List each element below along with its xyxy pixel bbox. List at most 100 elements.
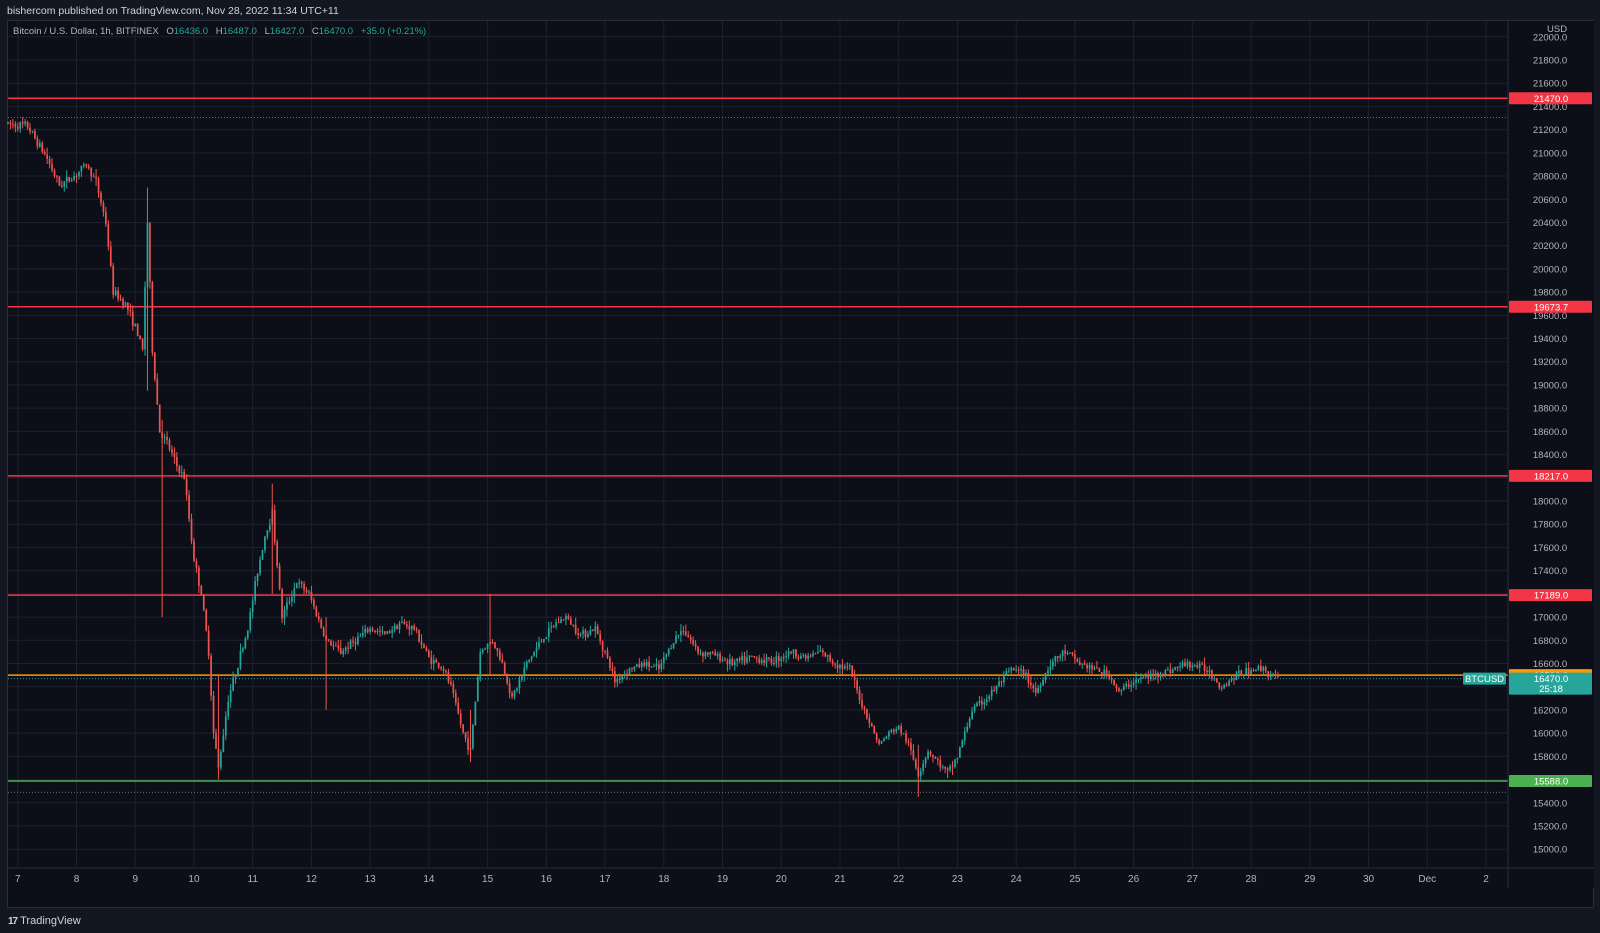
- candle-body: [1130, 685, 1133, 687]
- candle-body: [501, 659, 504, 663]
- publisher-bar: bishercom published on TradingView.com, …: [0, 0, 1600, 20]
- candle-body: [261, 550, 264, 560]
- candle-body: [1267, 671, 1270, 677]
- candle-body: [413, 625, 416, 630]
- candle-body: [1071, 652, 1074, 655]
- candle-body: [594, 626, 597, 632]
- candle-body: [755, 657, 758, 659]
- candle-body: [1049, 666, 1052, 671]
- y-tick-label: 18800.0: [1533, 404, 1567, 415]
- candle-body: [731, 658, 734, 666]
- candle-body: [763, 660, 765, 663]
- candle-body: [352, 640, 354, 643]
- candle-body: [618, 678, 621, 680]
- candle-body: [729, 658, 731, 665]
- candle-body: [180, 471, 183, 473]
- candle-body: [1215, 678, 1218, 683]
- symbol-title: Bitcoin / U.S. Dollar, 1h, BITFINEX: [13, 26, 159, 37]
- candle-body: [264, 536, 266, 551]
- candle-body: [173, 452, 176, 458]
- x-tick-label: 24: [1011, 874, 1023, 885]
- candle-body: [481, 649, 484, 653]
- candle-body: [829, 655, 832, 661]
- countdown-value: 25:18: [1539, 684, 1563, 695]
- candle-body: [364, 628, 367, 634]
- candle-body: [207, 630, 210, 656]
- candle-body: [286, 602, 288, 610]
- candle-body: [868, 718, 871, 724]
- candle-body: [254, 581, 257, 601]
- candle-body: [185, 479, 188, 496]
- candle-body: [313, 600, 315, 607]
- candle-body: [704, 652, 707, 657]
- candle-body: [565, 616, 567, 620]
- candle-body: [266, 530, 269, 537]
- candle-body: [1086, 664, 1088, 669]
- candle-body: [528, 659, 531, 662]
- candle-body: [129, 310, 132, 312]
- candle-body: [494, 642, 496, 648]
- low-label: L: [264, 26, 270, 37]
- candle-body: [112, 265, 115, 296]
- tradingview-logo-icon: 17: [8, 916, 18, 927]
- candle-body: [457, 702, 460, 714]
- candle-body: [927, 751, 929, 759]
- candle-body: [1269, 675, 1272, 677]
- candle-body: [885, 736, 888, 739]
- x-tick-label: 19: [717, 874, 729, 885]
- x-tick-label: 2: [1483, 874, 1489, 885]
- candle-body: [998, 681, 1000, 686]
- candle-body: [205, 609, 208, 631]
- price-chart[interactable]: 15000.015200.015400.015600.015800.016000…: [0, 0, 1600, 910]
- candle-body: [817, 651, 819, 654]
- candle-body: [775, 656, 778, 664]
- tradingview-logo[interactable]: 17 TradingView: [8, 915, 81, 927]
- candle-body: [1149, 673, 1152, 679]
- y-tick-label: 17800.0: [1533, 520, 1567, 531]
- candle-body: [601, 641, 604, 651]
- close-value: 16470.0: [318, 26, 354, 37]
- candle-body: [361, 633, 364, 636]
- candle-body: [144, 287, 146, 350]
- candle-body: [36, 138, 39, 147]
- candle-body: [993, 689, 995, 691]
- candle-body: [616, 678, 619, 683]
- candle-body: [819, 650, 822, 652]
- x-tick-label: 7: [15, 874, 21, 885]
- y-tick-label: 21000.0: [1533, 148, 1567, 159]
- candle-body: [946, 768, 949, 771]
- x-tick-label: 30: [1363, 874, 1375, 885]
- candle-body: [139, 336, 141, 339]
- candle-body: [797, 656, 800, 659]
- candle-body: [1135, 679, 1137, 683]
- candle-body: [476, 677, 479, 702]
- candle-body: [814, 653, 817, 655]
- candle-body: [415, 629, 418, 631]
- candle-body: [418, 630, 420, 642]
- candle-body: [1098, 668, 1101, 673]
- candle-body: [354, 642, 357, 645]
- candle-body: [611, 668, 614, 672]
- candle-body: [506, 673, 509, 684]
- x-tick-label: 10: [188, 874, 200, 885]
- candle-body: [584, 630, 587, 637]
- x-tick-label: 17: [600, 874, 612, 885]
- candle-body: [981, 700, 983, 705]
- candle-body: [310, 591, 313, 601]
- candle-body: [1203, 664, 1206, 671]
- grid: [8, 21, 1594, 888]
- candle-body: [14, 124, 17, 128]
- candle-body: [934, 756, 937, 759]
- x-tick-label: 21: [834, 874, 846, 885]
- candle-body: [78, 171, 80, 177]
- candle-body: [1066, 652, 1069, 654]
- candle-body: [919, 771, 922, 777]
- candle-body: [459, 713, 462, 725]
- candle-body: [391, 630, 394, 633]
- candle-body: [1078, 661, 1081, 665]
- x-tick-label: 18: [658, 874, 670, 885]
- candle-body: [484, 648, 487, 650]
- y-tick-label: 17400.0: [1533, 566, 1567, 577]
- candle-body: [922, 763, 925, 772]
- candle-body: [1110, 678, 1113, 680]
